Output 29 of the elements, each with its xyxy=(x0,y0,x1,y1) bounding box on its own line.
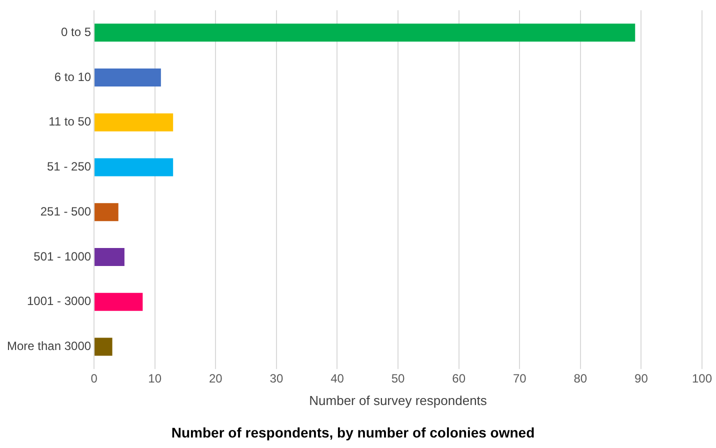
bar xyxy=(94,68,161,86)
y-tick-label: 501 - 1000 xyxy=(34,249,92,264)
bar xyxy=(94,113,174,132)
bar xyxy=(94,338,112,356)
x-tick-label: 20 xyxy=(208,372,223,386)
x-tick-label: 100 xyxy=(692,372,712,386)
x-tick-label: 90 xyxy=(634,372,648,386)
y-tick-label: 51 - 250 xyxy=(47,160,92,174)
bar xyxy=(94,24,636,42)
y-tick-label: More than 3000 xyxy=(6,339,92,354)
y-tick-label: 1001 - 3000 xyxy=(26,294,92,308)
bar xyxy=(94,203,118,222)
x-tick-label: 50 xyxy=(391,372,406,386)
x-tick-label: 70 xyxy=(512,372,527,386)
y-tick-label: 251 - 500 xyxy=(40,204,92,218)
bar xyxy=(94,292,143,311)
y-tick-label: 11 to 50 xyxy=(48,114,92,129)
bar xyxy=(94,158,174,176)
x-axis-title: Number of survey respondents xyxy=(309,392,488,408)
x-tick-label: 40 xyxy=(330,372,344,386)
x-tick-label: 0 xyxy=(90,372,98,386)
text: Number of respondents, by number of colonies owned xyxy=(171,424,535,440)
x-tick-label: 10 xyxy=(148,372,162,386)
x-tick-label: 60 xyxy=(452,372,466,386)
y-tick-label: 6 to 10 xyxy=(54,70,92,84)
y-tick-label: 0 to 5 xyxy=(61,24,92,39)
x-tick-label: 30 xyxy=(270,372,284,386)
bar xyxy=(94,248,124,266)
x-tick-label: 80 xyxy=(574,372,588,386)
